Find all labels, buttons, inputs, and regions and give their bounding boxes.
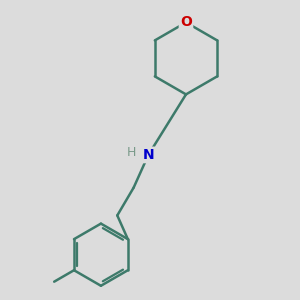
Text: N: N — [142, 148, 154, 162]
Text: O: O — [180, 15, 192, 29]
Text: H: H — [127, 146, 136, 159]
